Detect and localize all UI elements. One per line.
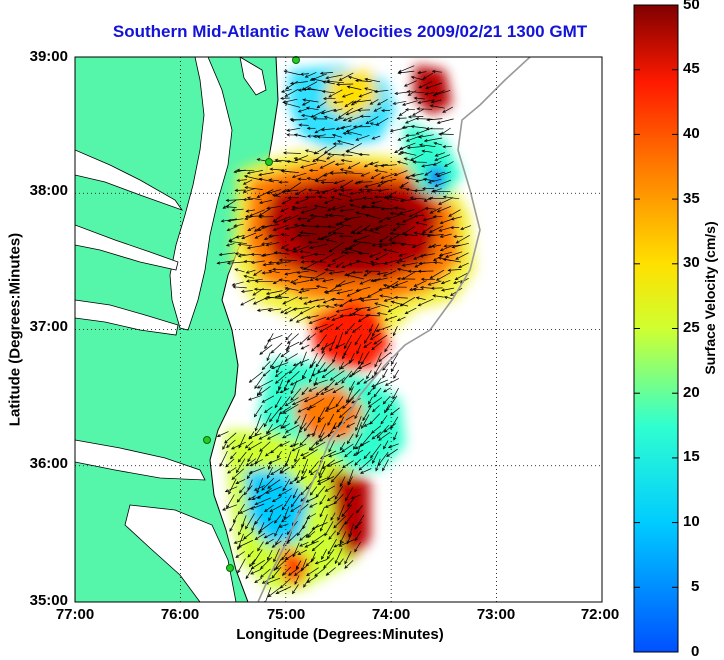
velocity-arrow: [422, 279, 436, 280]
colorbar: [634, 5, 678, 652]
colorbar-tick-label: 30: [683, 254, 700, 271]
x-tick-label: 76:00: [150, 606, 210, 623]
colorbar-tick-label: 0: [691, 643, 699, 660]
x-axis-label: Longitude (Degrees:Minutes): [190, 626, 490, 643]
x-tick-label: 75:00: [256, 606, 316, 623]
colorbar-tick-label: 35: [683, 190, 700, 207]
colorbar-tick-label: 20: [683, 384, 700, 401]
velocity-arrow: [340, 316, 353, 317]
x-tick-label: 74:00: [361, 606, 421, 623]
y-tick-label: 38:00: [8, 182, 68, 199]
colorbar-tick-label: 15: [683, 448, 700, 465]
radar-site: [227, 565, 234, 572]
x-tick-label: 72:00: [570, 606, 630, 623]
x-tick-label: 73:00: [466, 606, 526, 623]
velocity-arrow: [337, 84, 353, 85]
y-tick-label: 36:00: [8, 455, 68, 472]
velocity-arrow: [417, 109, 432, 110]
velocity-arrow: [333, 233, 344, 234]
colorbar-tick-label: 5: [691, 578, 699, 595]
x-tick-label: 77:00: [45, 606, 105, 623]
colorbar-label: Surface Velocity (cm/s): [702, 208, 718, 388]
velocity-arrow: [409, 117, 424, 118]
colorbar-tick-label: 40: [683, 125, 700, 142]
y-tick-label: 39:00: [8, 48, 68, 65]
colorbar-tick-label: 45: [683, 60, 700, 77]
velocity-arrow: [439, 134, 454, 135]
velocity-arrow: [366, 315, 380, 316]
y-axis-label: Latitude (Degrees:Minutes): [7, 220, 24, 440]
colorbar-tick-label: 10: [683, 513, 700, 530]
colorbar-tick-label: 25: [683, 319, 700, 336]
radar-site: [293, 57, 300, 64]
colorbar-tick-label: 50: [683, 0, 700, 13]
radar-site: [266, 159, 273, 166]
radar-site: [204, 437, 211, 444]
